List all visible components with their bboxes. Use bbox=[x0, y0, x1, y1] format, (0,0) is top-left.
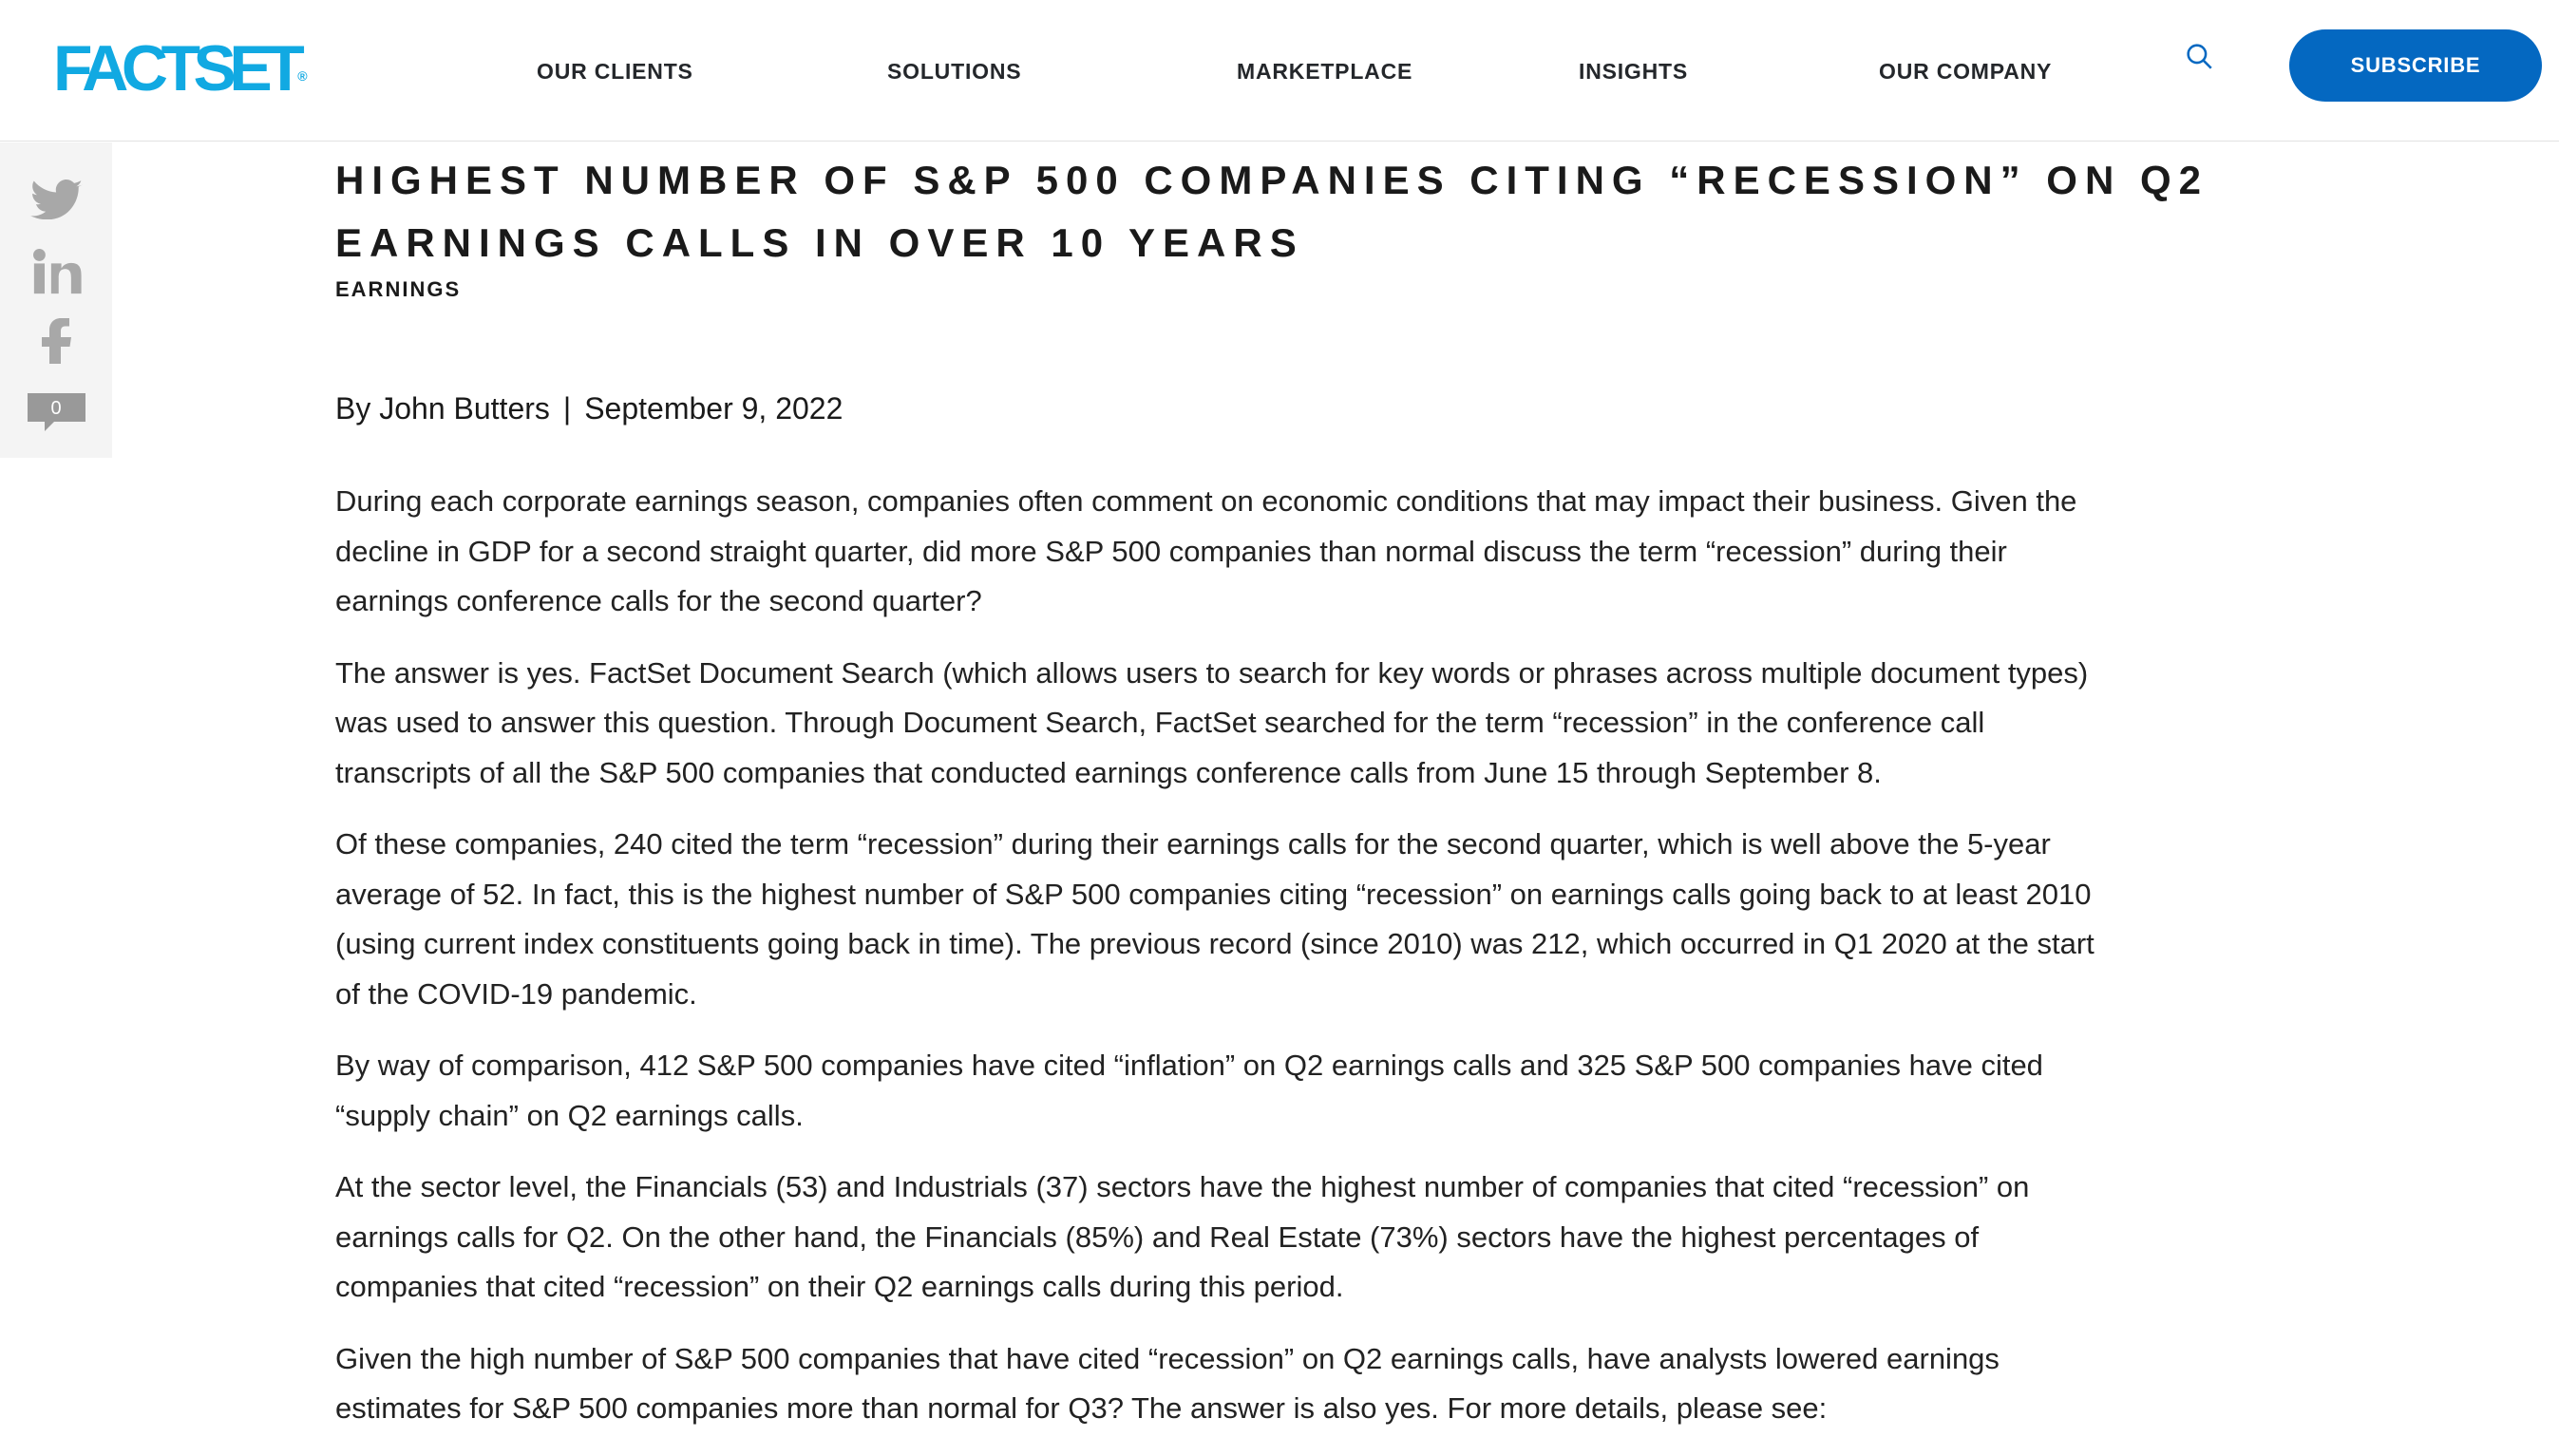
svg-text:0: 0 bbox=[50, 398, 61, 419]
